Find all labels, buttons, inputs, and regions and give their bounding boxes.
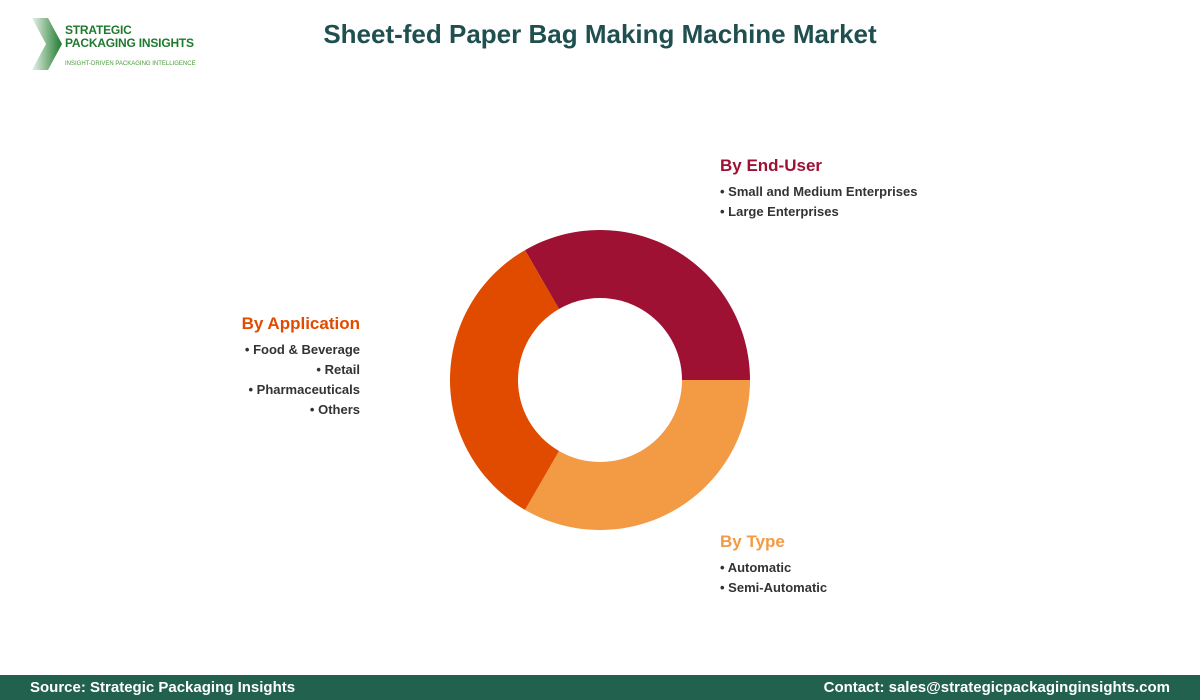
donut-segment-by-type bbox=[525, 380, 750, 530]
legend-type: By Type • Automatic • Semi-Automatic bbox=[720, 532, 827, 598]
legend-item: • Retail bbox=[316, 362, 360, 377]
legend-item: • Semi-Automatic bbox=[720, 580, 828, 595]
legend-item: • Pharmaceuticals bbox=[248, 382, 360, 397]
legend-item: • Others bbox=[309, 402, 360, 417]
logo: STRATEGIC PACKAGING INSIGHTS INSIGHT-DRIV… bbox=[30, 18, 200, 73]
segment-label: By Type bbox=[720, 532, 785, 551]
source-text: Source: Strategic Packaging Insights bbox=[30, 679, 296, 696]
legend-application: By Application • Food & Beverage • Retai… bbox=[242, 314, 360, 420]
logo-text: STRATEGIC PACKAGING INSIGHTS bbox=[65, 23, 194, 50]
contact-text: Contact: sales@strategicpackaginginsight… bbox=[823, 679, 1170, 696]
logo-tagline: INSIGHT-DRIVEN PACKAGING INTELLIGENCE bbox=[65, 61, 196, 67]
donut-segment-by-application bbox=[450, 250, 559, 510]
legend-item: • Food & Beverage bbox=[244, 342, 360, 357]
segment-label: By Application bbox=[241, 314, 360, 333]
legend-end-user: By End-User • Small and Medium Enterpris… bbox=[720, 156, 917, 222]
segment-label: By End-User bbox=[720, 156, 823, 175]
logo-chevron-icon bbox=[32, 18, 62, 70]
chart-title: Sheet-fed Paper Bag Making Machine Marke… bbox=[323, 19, 877, 49]
donut-segment-by-end-user bbox=[525, 230, 750, 380]
legend-item: • Large Enterprises bbox=[720, 204, 839, 219]
legend-item: • Automatic bbox=[720, 560, 792, 575]
legend-item: • Small and Medium Enterprises bbox=[720, 184, 918, 199]
footer: Source: Strategic Packaging Insights Con… bbox=[0, 675, 1200, 700]
